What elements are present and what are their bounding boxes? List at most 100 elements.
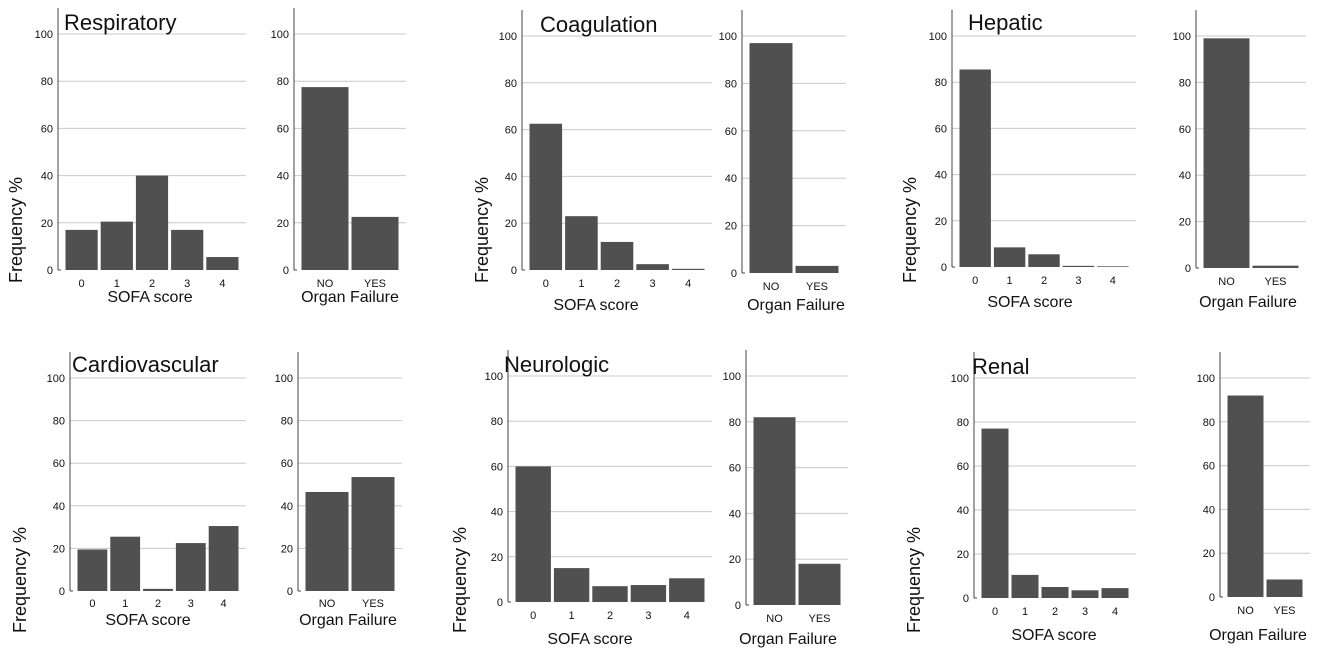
y-tick-label: 80 <box>729 417 741 429</box>
y-tick-label: 20 <box>491 552 503 564</box>
y-axis-label: Frequency % <box>450 527 470 633</box>
y-tick-label: 20 <box>277 218 289 230</box>
bar <box>171 229 204 270</box>
x-tick-label: 4 <box>685 278 691 290</box>
y-tick-label: 60 <box>1203 461 1215 473</box>
y-tick-label: 0 <box>47 265 53 277</box>
bar <box>671 268 705 270</box>
y-tick-label: 100 <box>35 29 53 41</box>
y-tick-label: 80 <box>725 78 737 90</box>
y-tick-label: 40 <box>1179 170 1191 182</box>
y-axis-label: Frequency % <box>900 177 920 283</box>
x-axis-label: Organ Failure <box>747 297 845 314</box>
bar <box>110 536 141 591</box>
panel-title: Neurologic <box>504 352 609 377</box>
y-axis-label: Frequency % <box>10 527 30 633</box>
y-tick-label: 20 <box>281 543 293 555</box>
x-tick-label: 1 <box>1007 275 1013 287</box>
bar <box>1011 574 1039 598</box>
x-tick-label: 2 <box>1052 606 1058 618</box>
x-tick-label: 2 <box>614 278 620 290</box>
bar <box>1252 265 1299 268</box>
x-tick-label: 0 <box>972 275 978 287</box>
y-tick-label: 0 <box>511 265 517 277</box>
bar <box>630 585 667 602</box>
x-axis-label: Organ Failure <box>1199 294 1297 311</box>
y-tick-label: 100 <box>929 31 947 43</box>
y-tick-label: 0 <box>1185 263 1191 275</box>
bar <box>1028 254 1060 267</box>
y-tick-label: 60 <box>935 123 947 135</box>
x-axis-label: Organ Failure <box>299 612 397 629</box>
bar <box>565 216 598 270</box>
y-tick-label: 20 <box>725 221 737 233</box>
bar <box>753 417 796 605</box>
y-tick-label: 80 <box>281 416 293 428</box>
x-tick-label: YES <box>364 278 386 290</box>
y-tick-label: 100 <box>499 31 517 43</box>
y-tick-label: 20 <box>53 543 65 555</box>
x-tick-label: 0 <box>992 606 998 618</box>
x-tick-label: 3 <box>184 278 190 290</box>
y-tick-label: 60 <box>491 461 503 473</box>
bar <box>1227 395 1264 597</box>
y-tick-label: 20 <box>1203 548 1215 560</box>
x-tick-label: 1 <box>114 278 120 290</box>
bar <box>798 563 841 605</box>
bar <box>135 175 169 270</box>
y-tick-label: 20 <box>935 216 947 228</box>
x-tick-label: 2 <box>1041 275 1047 287</box>
x-tick-label: NO <box>1237 605 1254 617</box>
y-tick-label: 100 <box>1173 31 1191 43</box>
y-axis-label: Frequency % <box>472 177 492 283</box>
bar <box>100 221 133 270</box>
x-tick-label: 4 <box>1110 275 1116 287</box>
bar <box>592 586 628 602</box>
bar <box>206 257 239 270</box>
x-tick-label: 4 <box>221 598 227 610</box>
bar <box>636 264 669 270</box>
bar <box>1266 579 1303 597</box>
bar <box>1041 587 1069 598</box>
x-tick-label: 1 <box>569 610 575 622</box>
y-tick-label: 60 <box>957 461 969 473</box>
y-tick-label: 100 <box>1197 373 1215 385</box>
bar <box>351 477 395 591</box>
x-tick-label: NO <box>317 278 334 290</box>
bar <box>1071 590 1099 598</box>
y-tick-label: 20 <box>957 549 969 561</box>
x-tick-label: 3 <box>188 598 194 610</box>
panel-title: Coagulation <box>540 12 657 37</box>
y-tick-label: 100 <box>271 29 289 41</box>
y-tick-label: 60 <box>725 126 737 138</box>
y-tick-label: 0 <box>283 265 289 277</box>
y-tick-label: 0 <box>59 586 65 598</box>
x-tick-label: 2 <box>607 610 613 622</box>
y-tick-label: 60 <box>53 458 65 470</box>
y-tick-label: 80 <box>505 78 517 90</box>
y-tick-label: 40 <box>1203 504 1215 516</box>
bar <box>77 549 108 591</box>
x-tick-label: YES <box>806 281 828 293</box>
x-tick-label: 3 <box>645 610 651 622</box>
y-tick-label: 80 <box>41 76 53 88</box>
bar <box>1101 588 1129 598</box>
y-tick-label: 60 <box>505 125 517 137</box>
bar <box>669 578 705 602</box>
y-axis-label: Frequency % <box>6 177 26 283</box>
bar <box>351 216 399 270</box>
bar <box>1203 38 1250 268</box>
y-tick-label: 0 <box>497 597 503 609</box>
bar <box>301 87 349 270</box>
y-tick-label: 40 <box>281 501 293 513</box>
x-tick-label: 0 <box>530 610 536 622</box>
x-axis-label: SOFA score <box>987 294 1072 311</box>
y-tick-label: 0 <box>963 593 969 605</box>
bar <box>993 247 1026 267</box>
bar <box>981 428 1009 598</box>
x-tick-label: 2 <box>149 278 155 290</box>
x-axis-label: SOFA score <box>1011 627 1096 644</box>
x-tick-label: 3 <box>1082 606 1088 618</box>
x-tick-label: 2 <box>155 598 161 610</box>
